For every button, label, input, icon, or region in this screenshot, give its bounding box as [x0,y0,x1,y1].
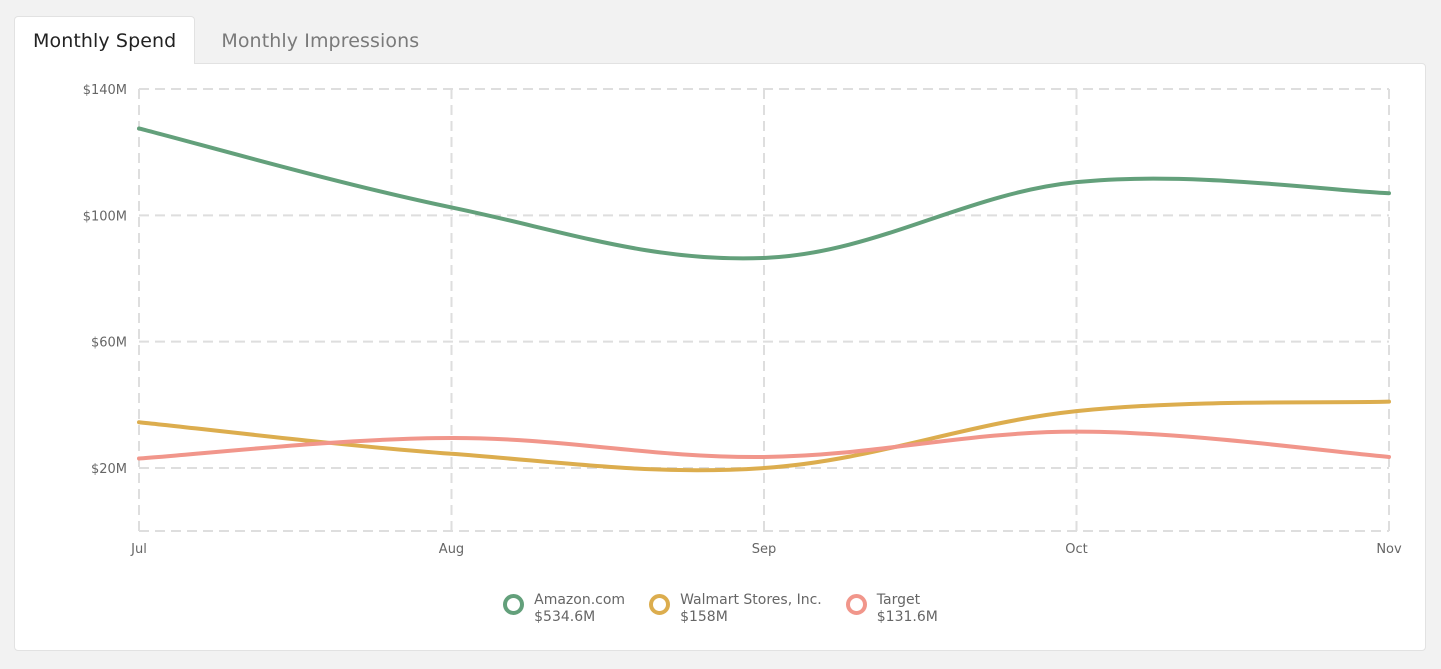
x-tick-label: Oct [1065,542,1087,557]
y-tick-label: $140M [83,83,127,98]
x-tick-label: Sep [752,542,777,557]
tab-monthly-impressions[interactable]: Monthly Impressions [221,29,420,52]
chart-grid [138,88,1390,532]
legend-series-name: Walmart Stores, Inc. [680,592,822,608]
y-tick-label: $60M [91,336,127,351]
tab-bar: Monthly Spend Monthly Impressions [14,16,437,64]
series-line-0 [137,126,1391,261]
chart-series-lines [137,126,1391,473]
x-tick-label: Jul [130,542,147,557]
legend-item-walmart[interactable]: Walmart Stores, Inc. $158M [649,592,822,626]
legend-series-name: Target [876,592,921,608]
legend-item-amazon[interactable]: Amazon.com $534.6M [503,592,625,626]
legend-item-target[interactable]: Target $131.6M [845,592,938,626]
tab-monthly-spend[interactable]: Monthly Spend [14,16,196,64]
chart-panel [14,63,1426,651]
series-line-2 [137,429,1391,461]
legend-series-name: Amazon.com [534,592,626,608]
legend-series-total: $131.6M [876,609,938,625]
legend-marker-icon [503,594,525,615]
legend-series-total: $158M [680,609,728,625]
x-tick-label: Aug [439,542,464,557]
x-tick-label: Nov [1376,542,1402,557]
chart-legend: Amazon.com $534.6M Walmart Stores, Inc. … [0,592,1441,626]
legend-marker-icon [845,594,867,615]
y-axis-ticks: $20M $60M $100M $140M [83,83,127,477]
x-axis-ticks: Jul Aug Sep Oct Nov [130,542,1402,557]
y-tick-label: $20M [91,462,127,477]
legend-marker-icon [649,594,671,615]
legend-series-total: $534.6M [534,609,596,625]
y-tick-label: $100M [83,209,127,224]
